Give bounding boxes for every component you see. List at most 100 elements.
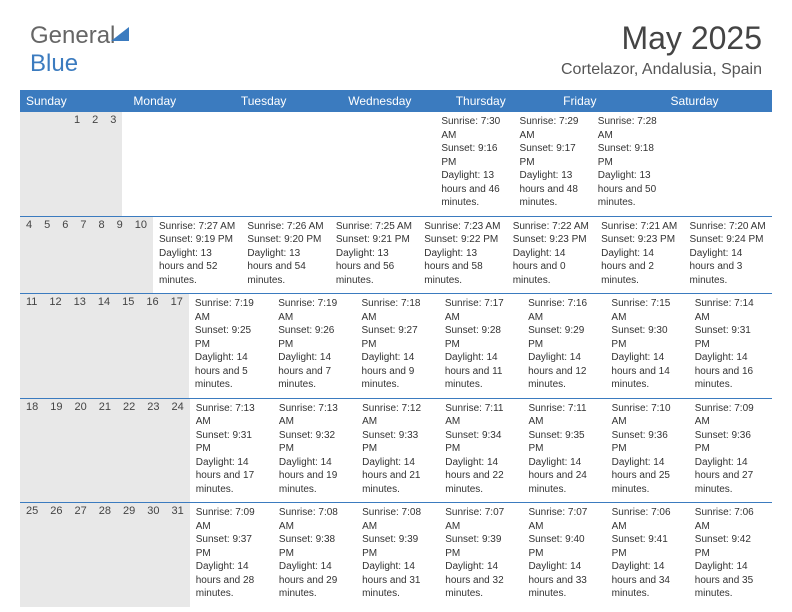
day-header: Monday [127, 90, 234, 112]
day-number: 10 [129, 217, 153, 233]
day-cell [201, 112, 279, 216]
day-number: 31 [166, 503, 190, 519]
week-row: 123Sunrise: 7:30 AMSunset: 9:16 PMDaylig… [20, 112, 772, 216]
day-number: 30 [141, 503, 165, 519]
day-cell-body: Sunrise: 7:22 AMSunset: 9:23 PMDaylight:… [507, 217, 595, 294]
day-cell-body [122, 112, 200, 174]
daylight-text: Daylight: 13 hours and 48 minutes. [520, 169, 586, 210]
daylight-text: Daylight: 13 hours and 58 minutes. [424, 247, 500, 288]
day-cell-body: Sunrise: 7:27 AMSunset: 9:19 PMDaylight:… [153, 217, 241, 294]
day-cell-body: Sunrise: 7:21 AMSunset: 9:23 PMDaylight:… [595, 217, 683, 294]
day-cell-body: Sunrise: 7:07 AMSunset: 9:39 PMDaylight:… [439, 503, 522, 607]
day-cell-body: Sunrise: 7:19 AMSunset: 9:26 PMDaylight:… [272, 294, 355, 398]
sunset-text: Sunset: 9:34 PM [445, 429, 516, 456]
daylight-text: Daylight: 14 hours and 0 minutes. [513, 247, 589, 288]
day-number: 15 [116, 294, 140, 310]
day-number: 14 [92, 294, 116, 310]
day-cell-body: Sunrise: 7:23 AMSunset: 9:22 PMDaylight:… [418, 217, 506, 294]
sunrise-text: Sunrise: 7:28 AM [598, 115, 664, 142]
day-cell-body: Sunrise: 7:11 AMSunset: 9:34 PMDaylight:… [439, 399, 522, 503]
sunrise-text: Sunrise: 7:07 AM [528, 506, 599, 533]
day-header: Friday [557, 90, 664, 112]
title-block: May 2025 Cortelazor, Andalusia, Spain [561, 20, 762, 79]
day-cell-body: Sunrise: 7:20 AMSunset: 9:24 PMDaylight:… [684, 217, 772, 294]
sunrise-text: Sunrise: 7:20 AM [690, 220, 766, 234]
day-number: 27 [69, 503, 93, 519]
logo-text-blue: Blue [30, 50, 78, 77]
sunrise-text: Sunrise: 7:09 AM [695, 402, 766, 429]
sunrise-text: Sunrise: 7:13 AM [196, 402, 267, 429]
day-number: 5 [38, 217, 56, 233]
day-cell: Sunrise: 7:17 AMSunset: 9:28 PMDaylight:… [439, 294, 522, 398]
sunrise-text: Sunrise: 7:25 AM [336, 220, 412, 234]
daylight-text: Daylight: 13 hours and 56 minutes. [336, 247, 412, 288]
daylight-text: Daylight: 14 hours and 21 minutes. [362, 456, 433, 497]
day-cell-body: Sunrise: 7:09 AMSunset: 9:37 PMDaylight:… [190, 503, 273, 607]
daylight-text: Daylight: 14 hours and 24 minutes. [528, 456, 599, 497]
daylight-text: Daylight: 14 hours and 31 minutes. [362, 560, 433, 601]
day-cell [279, 112, 357, 216]
sunrise-text: Sunrise: 7:10 AM [612, 402, 683, 429]
calendar: Sunday Monday Tuesday Wednesday Thursday… [20, 90, 772, 607]
sunset-text: Sunset: 9:31 PM [196, 429, 267, 456]
day-cell-body: Sunrise: 7:15 AMSunset: 9:30 PMDaylight:… [605, 294, 688, 398]
day-cell: Sunrise: 7:10 AMSunset: 9:36 PMDaylight:… [606, 399, 689, 503]
day-cell-body [201, 112, 279, 174]
sunrise-text: Sunrise: 7:12 AM [362, 402, 433, 429]
day-cell: Sunrise: 7:28 AMSunset: 9:18 PMDaylight:… [592, 112, 670, 216]
sunset-text: Sunset: 9:20 PM [247, 233, 323, 247]
day-number: 6 [56, 217, 74, 233]
day-number: 7 [74, 217, 92, 233]
sunrise-text: Sunrise: 7:29 AM [520, 115, 586, 142]
day-cell-body: Sunrise: 7:06 AMSunset: 9:42 PMDaylight:… [689, 503, 772, 607]
day-cell [357, 112, 435, 216]
sunrise-text: Sunrise: 7:27 AM [159, 220, 235, 234]
day-cell: Sunrise: 7:11 AMSunset: 9:35 PMDaylight:… [522, 399, 605, 503]
day-cell-body: Sunrise: 7:17 AMSunset: 9:28 PMDaylight:… [439, 294, 522, 398]
sunrise-text: Sunrise: 7:11 AM [528, 402, 599, 429]
sunrise-text: Sunrise: 7:15 AM [611, 297, 682, 324]
day-cell: Sunrise: 7:20 AMSunset: 9:24 PMDaylight:… [684, 217, 772, 294]
day-cell: Sunrise: 7:08 AMSunset: 9:39 PMDaylight:… [356, 503, 439, 607]
sunrise-text: Sunrise: 7:30 AM [441, 115, 507, 142]
sunset-text: Sunset: 9:18 PM [598, 142, 664, 169]
day-cell-body [279, 112, 357, 174]
sunrise-text: Sunrise: 7:08 AM [362, 506, 433, 533]
sunset-text: Sunset: 9:27 PM [362, 324, 433, 351]
sunset-text: Sunset: 9:22 PM [424, 233, 500, 247]
sunrise-text: Sunrise: 7:21 AM [601, 220, 677, 234]
day-cell-body: Sunrise: 7:08 AMSunset: 9:39 PMDaylight:… [356, 503, 439, 607]
daylight-text: Daylight: 14 hours and 11 minutes. [445, 351, 516, 392]
day-cell: Sunrise: 7:08 AMSunset: 9:38 PMDaylight:… [273, 503, 356, 607]
day-cell-body: Sunrise: 7:28 AMSunset: 9:18 PMDaylight:… [592, 112, 670, 216]
daylight-text: Daylight: 14 hours and 25 minutes. [612, 456, 683, 497]
sunset-text: Sunset: 9:28 PM [445, 324, 516, 351]
day-number: 16 [140, 294, 164, 310]
sunrise-text: Sunrise: 7:06 AM [695, 506, 766, 533]
daynum-row: 18192021222324 [20, 399, 190, 503]
day-cell: Sunrise: 7:27 AMSunset: 9:19 PMDaylight:… [153, 217, 241, 294]
sunset-text: Sunset: 9:26 PM [278, 324, 349, 351]
cells-row: Sunrise: 7:13 AMSunset: 9:31 PM Daylight:… [190, 399, 772, 503]
sunset-text: Sunset: 9:16 PM [441, 142, 507, 169]
daylight-text: Daylight: 14 hours and 22 minutes. [445, 456, 516, 497]
day-cell: Sunrise: 7:14 AMSunset: 9:31 PMDaylight:… [689, 294, 772, 398]
day-cell-body: Sunrise: 7:12 AMSunset: 9:33 PMDaylight:… [356, 399, 439, 503]
week-row: 45678910Sunrise: 7:27 AMSunset: 9:19 PMD… [20, 216, 772, 294]
daynum-row: 11121314151617 [20, 294, 189, 398]
sunset-text: Sunset: 9:21 PM [336, 233, 412, 247]
day-cell: Sunrise: 7:29 AMSunset: 9:17 PMDaylight:… [514, 112, 592, 216]
sunset-text: Sunset: 9:29 PM [528, 324, 599, 351]
day-number [20, 112, 32, 128]
daylight-text: Daylight: 14 hours and 7 minutes. [278, 351, 349, 392]
sunset-text: Sunset: 9:36 PM [695, 429, 766, 456]
sunset-text: Sunset: 9:35 PM [528, 429, 599, 456]
day-cell: Sunrise: 7:16 AMSunset: 9:29 PMDaylight:… [522, 294, 605, 398]
sunset-text: Sunset: 9:30 PM [611, 324, 682, 351]
daylight-text: Daylight: 13 hours and 54 minutes. [247, 247, 323, 288]
sunset-text: Sunset: 9:23 PM [601, 233, 677, 247]
sunset-text: Sunset: 9:25 PM [195, 324, 266, 351]
day-number: 18 [20, 399, 44, 415]
day-cell: Sunrise: 7:21 AMSunset: 9:23 PMDaylight:… [595, 217, 683, 294]
sunrise-text: Sunrise: 7:14 AM [695, 297, 766, 324]
